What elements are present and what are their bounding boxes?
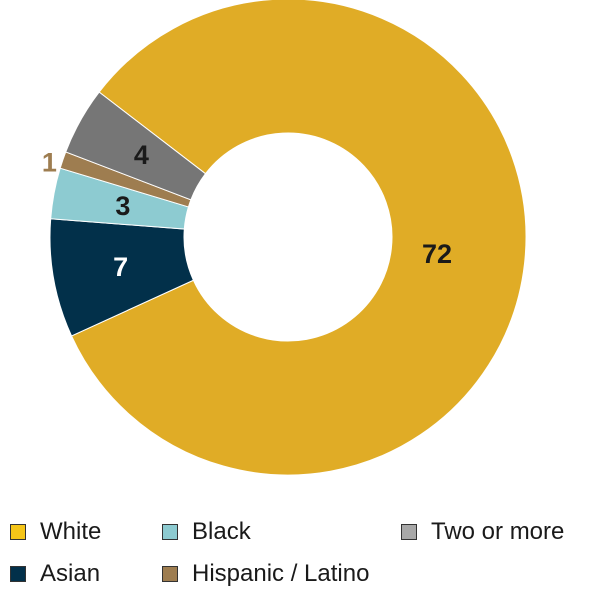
donut-chart: 72 7 3 1 4 [42,0,527,476]
legend-swatch-hispanic-latino [162,566,178,582]
legend-label-black: Black [192,518,251,545]
slice-two-or-more [65,91,207,201]
legend-swatch-black [162,524,178,540]
legend-item-hispanic-latino: Hispanic / Latino [162,560,369,588]
legend-item-two-or-more: Two or more [401,518,564,546]
slice-labels: 72 7 3 1 4 [42,140,452,282]
legend-label-white: White [40,518,102,545]
legend-label-two-or-more: Two or more [431,518,565,545]
slice-white [70,0,527,476]
legend-label-asian: Asian [40,560,101,587]
legend-swatch-white [10,524,26,540]
legend-item-asian: Asian [10,560,100,588]
slice-label-hispanic-latino: 1 [42,147,57,177]
legend-item-black: Black [162,518,251,546]
slice-label-white: 72 [422,239,452,269]
slice-label-two-or-more: 4 [134,140,149,170]
slices [49,0,527,476]
legend-label-hispanic-latino: Hispanic / Latino [192,560,370,587]
slice-label-black: 3 [115,191,130,221]
legend-item-white: White [10,518,101,546]
legend-swatch-asian [10,566,26,582]
legend-swatch-two-or-more [401,524,417,540]
slice-label-asian: 7 [113,252,128,282]
